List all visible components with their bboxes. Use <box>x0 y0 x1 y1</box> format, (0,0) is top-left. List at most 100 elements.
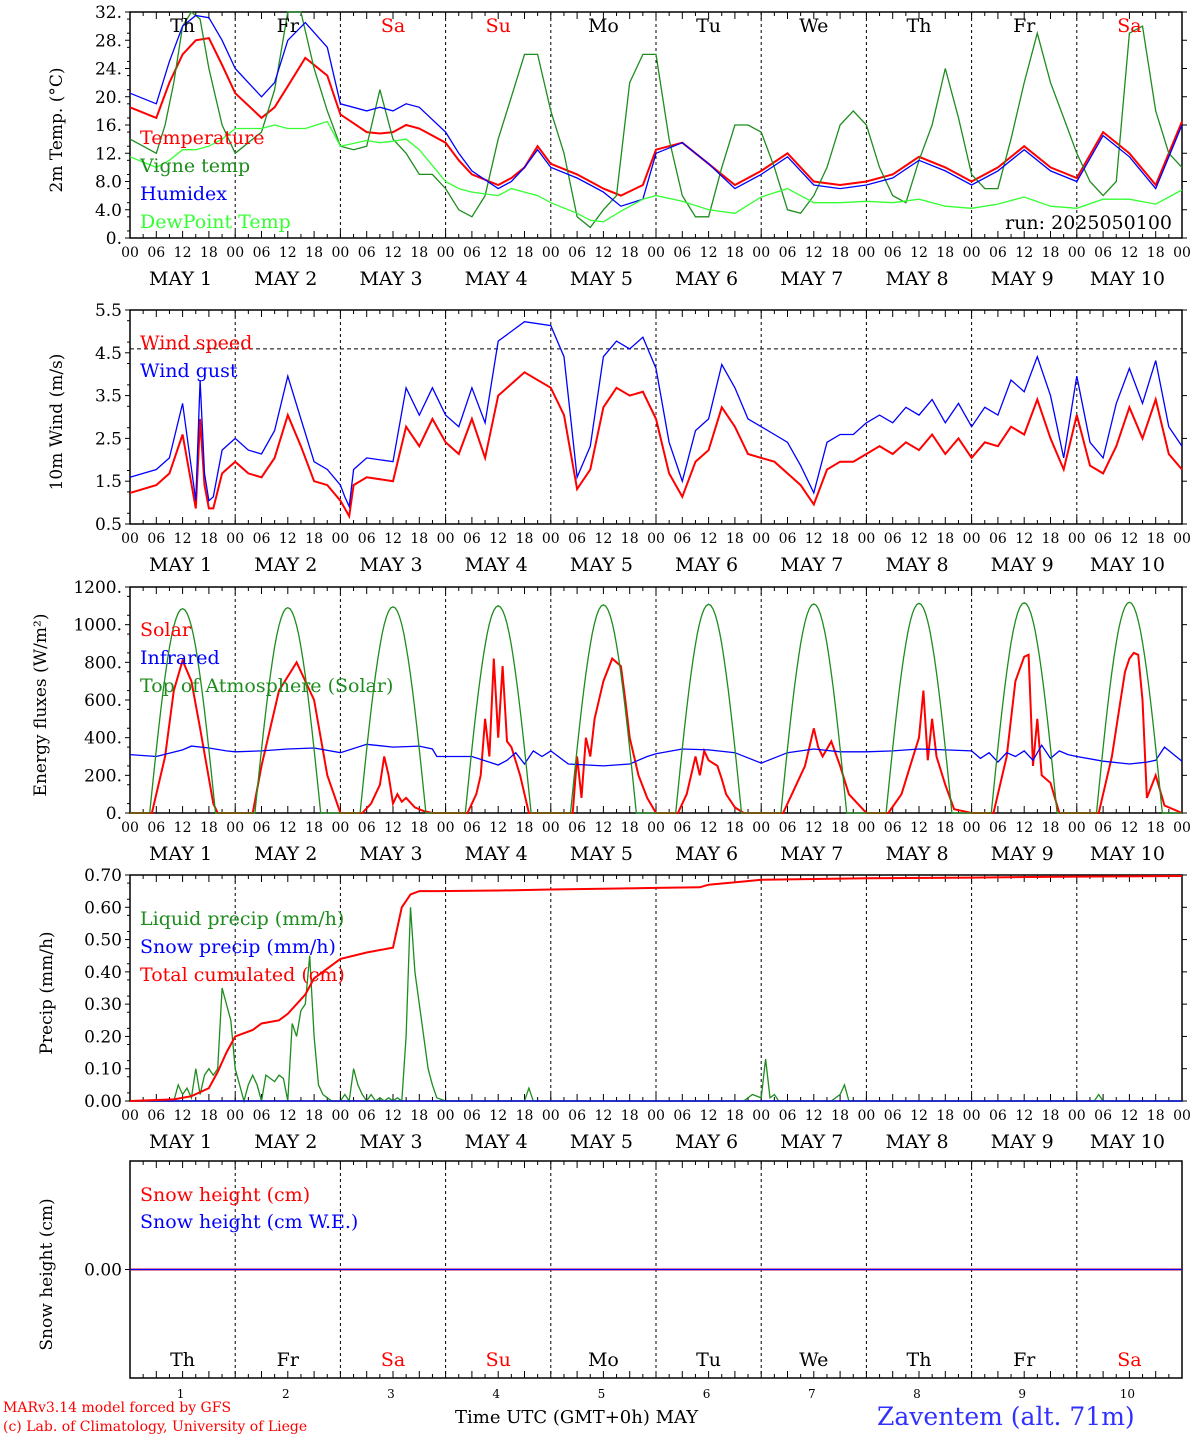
hour-label: 18 <box>936 820 954 836</box>
y-tick-label: 32. <box>95 3 122 23</box>
hour-label: 12 <box>384 245 402 261</box>
hour-label: 00 <box>542 820 560 836</box>
hour-label: 12 <box>384 820 402 836</box>
series-line-solar <box>130 651 1183 814</box>
date-label: MAY 9 <box>991 554 1054 576</box>
hour-label: 18 <box>410 820 428 836</box>
hour-label: 18 <box>1147 820 1165 836</box>
legend-temperature: Temperature <box>140 127 264 149</box>
hour-label: 12 <box>594 1108 612 1124</box>
hour-label: 12 <box>700 531 718 547</box>
day-of-week-label: Tu <box>696 15 721 37</box>
hour-label: 12 <box>1015 820 1033 836</box>
hour-label: 12 <box>910 820 928 836</box>
hour-label: 06 <box>1094 1108 1112 1124</box>
day-of-week-label: Su <box>486 15 511 37</box>
y-tick-label: 1.5 <box>95 472 122 492</box>
y-tick-label: 5.5 <box>95 301 122 321</box>
hour-label: 06 <box>568 1108 586 1124</box>
day-of-week-label: Sa <box>1117 15 1141 37</box>
hour-label: 12 <box>910 245 928 261</box>
y-tick-label: 800. <box>84 653 122 673</box>
hour-label: 06 <box>989 531 1007 547</box>
hour-label: 18 <box>200 820 218 836</box>
day-of-week-label: Th <box>907 1349 932 1371</box>
hour-label: 06 <box>147 820 165 836</box>
legend-snow-precip-mm-h: Snow precip (mm/h) <box>140 936 336 958</box>
legend-total-cumulated-cm: Total cumulated (cm) <box>140 964 345 986</box>
y-tick-label: 24. <box>95 60 122 80</box>
hour-label: 12 <box>489 531 507 547</box>
hour-label: 00 <box>857 820 875 836</box>
hour-label: 00 <box>752 531 770 547</box>
hour-label: 12 <box>700 1108 718 1124</box>
date-label: MAY 5 <box>570 554 633 576</box>
hour-label: 18 <box>516 531 534 547</box>
date-label: MAY 8 <box>885 554 948 576</box>
hour-label: 06 <box>568 820 586 836</box>
day-of-week-label: Th <box>170 15 195 37</box>
hour-label: 18 <box>1147 245 1165 261</box>
date-label: MAY 9 <box>991 1131 1054 1153</box>
hour-label: 12 <box>1120 245 1138 261</box>
hour-label: 18 <box>1042 1108 1060 1124</box>
hour-label: 00 <box>752 245 770 261</box>
hour-label: 06 <box>673 820 691 836</box>
hour-label: 12 <box>1120 531 1138 547</box>
hour-label: 18 <box>1042 245 1060 261</box>
date-label: MAY 4 <box>465 843 528 865</box>
date-label: MAY 2 <box>254 554 317 576</box>
hour-label: 00 <box>121 1108 139 1124</box>
day-of-week-label: Fr <box>277 1349 300 1371</box>
y-tick-label: 1200. <box>73 578 122 598</box>
hour-label: 06 <box>1094 245 1112 261</box>
day-of-week-label: Mo <box>588 15 619 37</box>
day-of-week-label: Su <box>486 1349 511 1371</box>
y-tick-label: 0.00 <box>84 1092 122 1112</box>
hour-label: 00 <box>331 820 349 836</box>
hour-label: 18 <box>726 245 744 261</box>
hour-label: 06 <box>673 531 691 547</box>
hour-label: 18 <box>1042 531 1060 547</box>
y-tick-label: 0.20 <box>84 1027 122 1047</box>
day-of-week-label: Sa <box>381 15 405 37</box>
hour-label: 18 <box>831 1108 849 1124</box>
date-label: MAY 5 <box>570 1131 633 1153</box>
day-number-label: 8 <box>913 1387 921 1401</box>
hour-label: 06 <box>673 245 691 261</box>
hour-label: 00 <box>1068 245 1086 261</box>
hour-label: 06 <box>253 245 271 261</box>
date-label: MAY 7 <box>780 843 843 865</box>
station-title: Zaventem (alt. 71m) <box>877 1402 1135 1431</box>
date-label: MAY 1 <box>149 268 212 290</box>
day-number-label: 9 <box>1018 1387 1026 1401</box>
hour-label: 06 <box>884 1108 902 1124</box>
day-of-week-label: Tu <box>696 1349 721 1371</box>
hour-label: 12 <box>174 245 192 261</box>
hour-label: 12 <box>279 820 297 836</box>
y-tick-label: 0. <box>106 804 122 824</box>
y-tick-label: 0.70 <box>84 866 122 886</box>
date-label: MAY 3 <box>359 843 422 865</box>
y-tick-label: 12. <box>95 144 122 164</box>
hour-label: 06 <box>147 1108 165 1124</box>
hour-label: 00 <box>437 245 455 261</box>
hour-label: 18 <box>726 531 744 547</box>
legend-vigne-temp: Vigne temp <box>139 155 250 177</box>
hour-label: 18 <box>200 531 218 547</box>
hour-label: 00 <box>963 531 981 547</box>
y-tick-label: 0.30 <box>84 995 122 1015</box>
series-line-humidex <box>129 14 1183 207</box>
y-axis-label: Energy fluxes (W/m²) <box>31 614 51 797</box>
hour-label: 18 <box>936 1108 954 1124</box>
day-of-week-label: Fr <box>277 15 300 37</box>
hour-label: 06 <box>463 1108 481 1124</box>
hour-label: 06 <box>884 531 902 547</box>
hour-label: 00 <box>963 820 981 836</box>
date-label: MAY 7 <box>780 1131 843 1153</box>
hour-label: 06 <box>147 245 165 261</box>
hour-label: 06 <box>989 245 1007 261</box>
hour-label: 00 <box>542 245 560 261</box>
hour-label: 18 <box>305 531 323 547</box>
hour-label: 12 <box>384 1108 402 1124</box>
